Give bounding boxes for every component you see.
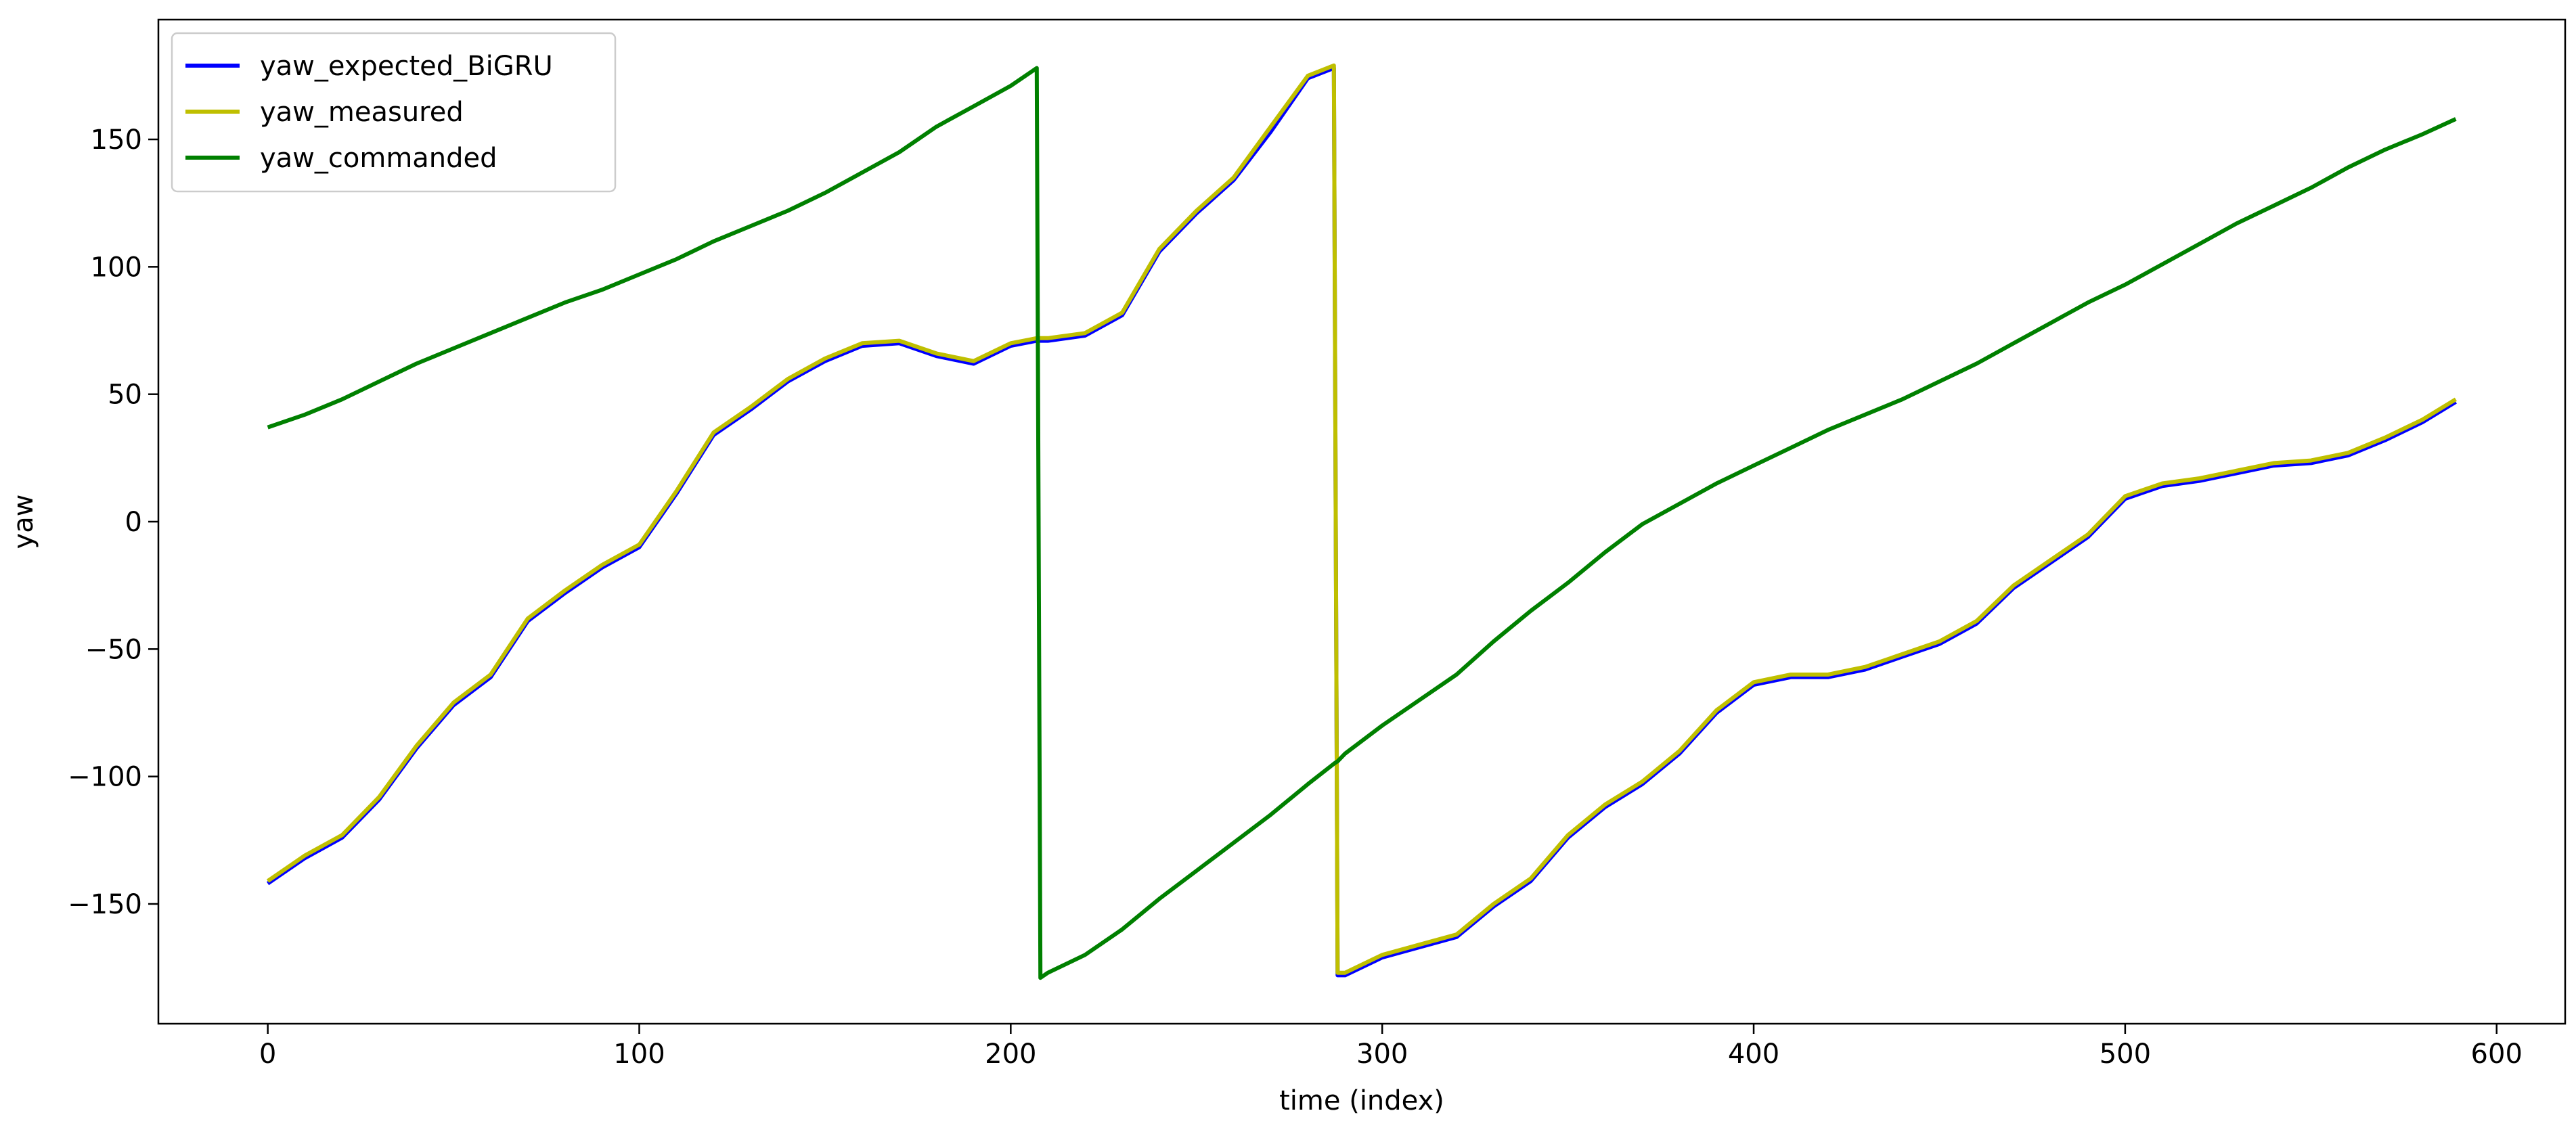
x-tick-label: 100 (613, 1039, 665, 1070)
x-axis-label: time (index) (1279, 1085, 1444, 1116)
x-tick-label: 200 (985, 1039, 1036, 1070)
y-tick-label: 100 (91, 252, 142, 283)
x-tick-label: 600 (2471, 1039, 2523, 1070)
x-tick-label: 400 (1728, 1039, 1779, 1070)
legend-label: yaw_commanded (260, 143, 497, 174)
legend-box (171, 32, 617, 193)
y-tick-label: 150 (91, 124, 142, 156)
data-line (267, 66, 2457, 980)
legend-label: yaw_measured (260, 97, 464, 128)
legend-label: yaw_expected_BiGRU (260, 51, 553, 82)
data-line (266, 66, 2457, 978)
x-tick-label: 0 (259, 1039, 276, 1070)
y-tick-label: −50 (85, 634, 142, 665)
y-axis-label: yaw (8, 495, 39, 549)
y-tick-label: 0 (125, 507, 142, 538)
y-tick-label: 50 (108, 380, 142, 411)
x-tick-label: 500 (2100, 1039, 2151, 1070)
x-tick-label: 300 (1356, 1039, 1408, 1070)
data-line (266, 63, 2457, 975)
y-tick-label: −150 (68, 889, 142, 920)
y-tick-label: −100 (68, 762, 142, 793)
